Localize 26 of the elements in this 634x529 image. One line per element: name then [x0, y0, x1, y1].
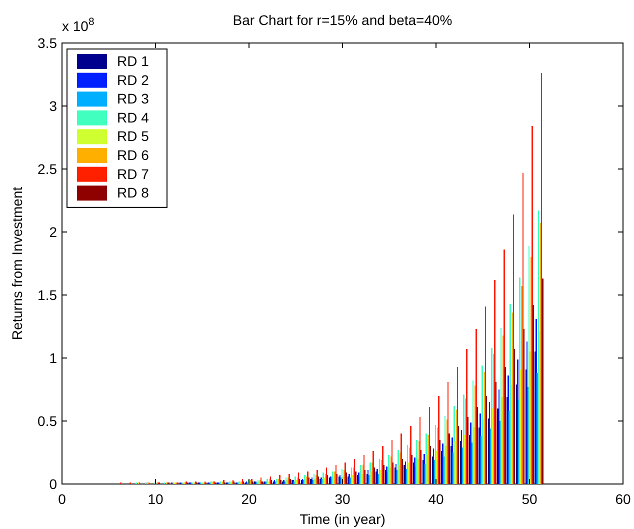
- y-tick-label: 3.5: [38, 35, 58, 51]
- y-tick-label: 2: [49, 224, 58, 240]
- legend-label: RD 4: [117, 109, 150, 126]
- y-tick-label: 3: [49, 98, 58, 114]
- y-tick-label: 1.5: [38, 287, 58, 303]
- x-tick-label: 20: [241, 491, 257, 507]
- x-tick-label: 10: [148, 491, 164, 507]
- y-tick-label: 2.5: [38, 161, 58, 177]
- x-tick-label: 30: [334, 491, 350, 507]
- y-axis-title: Returns from Investment: [9, 186, 25, 340]
- text: x 10$^{8}$: [62, 16, 94, 34]
- legend-label: RD 8: [117, 184, 150, 201]
- y-tick-label: 0: [49, 476, 58, 492]
- legend-label: RD 6: [117, 147, 150, 163]
- x-tick-label: 40: [428, 491, 444, 507]
- y-tick-label: 1: [49, 350, 58, 366]
- legend-label: RD 5: [117, 128, 150, 144]
- legend-label: RD 7: [117, 166, 150, 182]
- legend-label: RD 1: [117, 53, 150, 69]
- chart-title: Bar Chart for r=15% and beta=40%: [232, 12, 452, 28]
- legend-label: RD 2: [117, 72, 150, 88]
- legend-label: RD 3: [117, 90, 150, 107]
- x-tick-label: 60: [615, 491, 631, 507]
- y-tick-label: 0.5: [38, 413, 58, 429]
- x-axis-title: Time (in year): [300, 511, 386, 527]
- x-tick-label: 50: [522, 491, 538, 507]
